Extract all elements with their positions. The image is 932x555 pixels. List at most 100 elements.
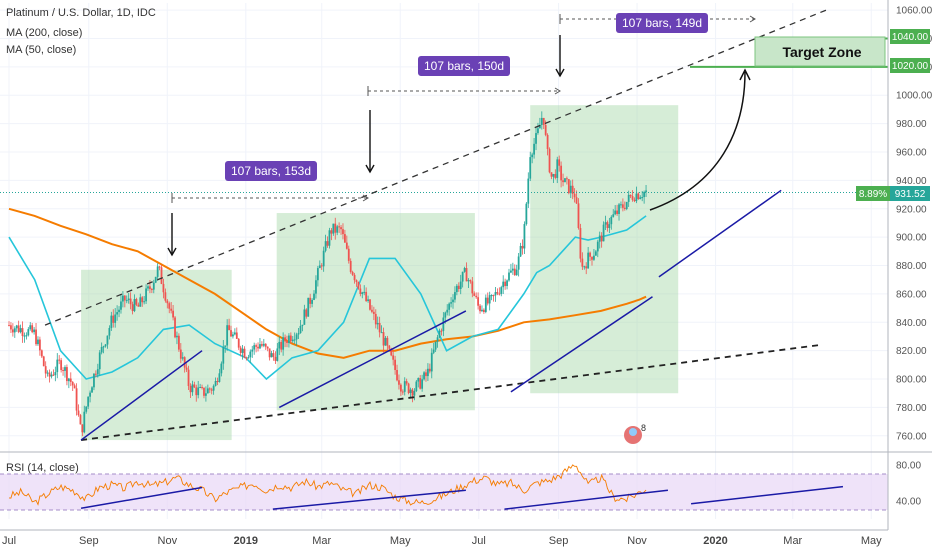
trendline-4 bbox=[658, 189, 782, 278]
candle-body bbox=[91, 387, 93, 393]
candle-body bbox=[301, 324, 304, 326]
candle-body bbox=[548, 148, 551, 173]
candle-body bbox=[342, 229, 344, 235]
candle-body bbox=[492, 295, 495, 297]
candle-body bbox=[554, 174, 557, 178]
candle-body bbox=[237, 338, 240, 348]
candle-body bbox=[137, 304, 140, 307]
candle-body bbox=[604, 222, 607, 225]
candle-body bbox=[19, 328, 22, 333]
candle-body bbox=[58, 359, 61, 361]
candle-body bbox=[625, 201, 628, 209]
y-tick-label: 1060.00 bbox=[896, 6, 932, 17]
candle-body bbox=[598, 235, 601, 242]
candle-body bbox=[440, 330, 443, 332]
candle-body bbox=[141, 297, 144, 303]
candle-body bbox=[490, 295, 493, 297]
highlight-box-1 bbox=[81, 269, 232, 441]
candle-body bbox=[176, 335, 178, 338]
candle-body bbox=[322, 250, 325, 267]
candle-body bbox=[46, 372, 49, 374]
candle-body bbox=[288, 335, 290, 344]
candle-body bbox=[149, 286, 151, 290]
candle-body bbox=[372, 311, 375, 314]
candle-body bbox=[564, 178, 566, 183]
level-low-tag: 1020.00 bbox=[890, 58, 930, 73]
candle-body bbox=[309, 297, 312, 304]
logo-badge-number: 8 bbox=[641, 423, 646, 433]
highlight-box-3 bbox=[530, 105, 679, 394]
candle-body bbox=[83, 411, 86, 433]
target-zone: Target Zone bbox=[754, 36, 886, 67]
price-layer bbox=[0, 111, 888, 437]
candle-body bbox=[284, 337, 286, 342]
x-tick-label: Jul bbox=[2, 535, 16, 547]
candle-body bbox=[593, 255, 595, 260]
rsi-trendline-4 bbox=[691, 485, 844, 505]
range-bracket-1-arrow bbox=[362, 194, 369, 202]
candle-body bbox=[253, 345, 256, 350]
candle-body bbox=[102, 346, 105, 348]
candle-body bbox=[232, 334, 234, 337]
y-tick-label: 820.00 bbox=[896, 346, 927, 357]
candle-body bbox=[388, 345, 391, 349]
candle-body bbox=[436, 337, 439, 342]
candle-body bbox=[156, 266, 159, 277]
candle-body bbox=[168, 303, 171, 309]
candle-body bbox=[633, 199, 636, 202]
y-tick-label: 800.00 bbox=[896, 375, 927, 386]
x-tick-label: 2020 bbox=[703, 535, 727, 547]
candle-body bbox=[537, 128, 539, 134]
candle-body bbox=[430, 352, 433, 372]
candle-body bbox=[315, 280, 317, 294]
candle-body bbox=[645, 190, 647, 192]
candle-body bbox=[174, 317, 176, 338]
candle-body bbox=[286, 341, 288, 344]
candle-body bbox=[212, 385, 215, 391]
candle-body bbox=[510, 270, 512, 273]
candle-body bbox=[11, 329, 14, 333]
candle-body bbox=[264, 343, 267, 347]
candle-body bbox=[272, 353, 275, 357]
candle-body bbox=[515, 269, 518, 276]
candle-body bbox=[152, 282, 155, 290]
candle-body bbox=[367, 299, 369, 301]
candle-body bbox=[210, 389, 213, 391]
candle-body bbox=[89, 392, 91, 397]
candle-body bbox=[33, 329, 36, 333]
candle-body bbox=[621, 204, 624, 208]
candle-body bbox=[643, 191, 646, 198]
candle-body bbox=[394, 359, 396, 370]
candle-body bbox=[50, 374, 53, 377]
y-tick-label: 920.00 bbox=[896, 204, 927, 215]
current-price-tag: 931.52 bbox=[890, 186, 930, 201]
candle-body bbox=[145, 288, 147, 302]
candle-body bbox=[187, 369, 190, 386]
candle-body bbox=[378, 322, 381, 333]
candle-body bbox=[455, 285, 458, 293]
candle-body bbox=[591, 256, 593, 260]
candle-body bbox=[199, 387, 202, 389]
candle-body bbox=[326, 241, 329, 246]
candle-body bbox=[230, 330, 232, 337]
candle-body bbox=[160, 267, 163, 284]
bars-label-3: 107 bars, 149d bbox=[616, 13, 708, 33]
range-bracket-2-arrow bbox=[554, 87, 561, 95]
candle-body bbox=[452, 299, 454, 303]
candle-body bbox=[214, 381, 217, 386]
candle-body bbox=[291, 339, 294, 342]
bars-label-1: 107 bars, 153d bbox=[225, 161, 317, 181]
candle-body bbox=[54, 372, 57, 376]
candle-body bbox=[340, 227, 342, 230]
candle-body bbox=[519, 245, 522, 257]
candle-body bbox=[425, 372, 427, 377]
rsi-tick-label: 40.00 bbox=[896, 497, 921, 508]
channel-upper-line bbox=[44, 9, 827, 326]
candle-body bbox=[27, 329, 30, 336]
candle-body bbox=[438, 330, 441, 338]
candle-body bbox=[469, 280, 472, 282]
candle-body bbox=[150, 289, 153, 291]
candle-body bbox=[8, 325, 10, 327]
candle-body bbox=[486, 297, 489, 304]
candle-body bbox=[359, 288, 362, 294]
